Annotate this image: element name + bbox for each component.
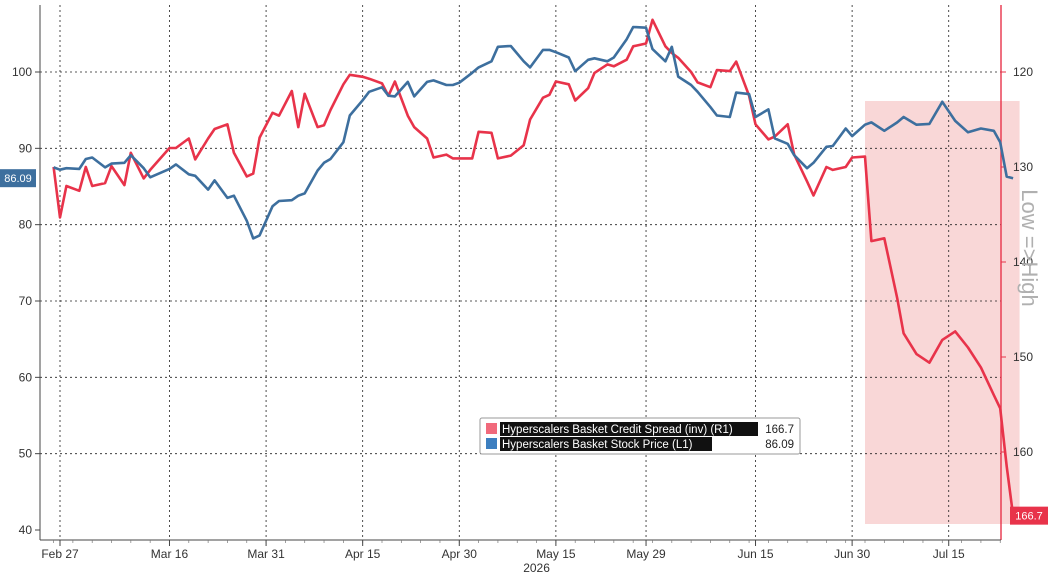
stock-last-value-tag	[0, 169, 36, 188]
x-tick-label: May 15	[536, 547, 576, 561]
x-tick-label: Jun 15	[738, 547, 774, 561]
highlight-region-layer	[865, 101, 1020, 524]
legend-label: Hyperscalers Basket Credit Spread (inv) …	[502, 424, 733, 436]
left-tick-label: 40	[19, 523, 33, 537]
axes-layer	[35, 5, 1006, 546]
x-year-label: 2026	[523, 561, 550, 575]
legend-label: Hyperscalers Basket Stock Price (L1)	[502, 439, 693, 451]
x-tick-label: Apr 15	[345, 547, 381, 561]
credit-last-value-label: 166.7	[1015, 511, 1043, 523]
x-tick-label: Mar 16	[151, 547, 189, 561]
left-tick-label: 100	[12, 65, 32, 79]
credit-spread-line	[52, 18, 1015, 516]
x-tick-label: Apr 30	[442, 547, 478, 561]
right-tick-label: 120	[1013, 65, 1033, 79]
legend-swatch	[486, 438, 497, 449]
left-tick-label: 90	[19, 141, 33, 155]
right-tick-label: 130	[1013, 160, 1033, 174]
highlight-region	[865, 101, 1020, 524]
left-tick-label: 60	[19, 370, 33, 384]
grid-layer	[40, 5, 1001, 540]
x-tick-label: Jun 30	[834, 547, 870, 561]
legend-value: 86.09	[765, 439, 794, 451]
right-axis-title: Low =>High	[1017, 189, 1042, 306]
legend-swatch	[486, 423, 497, 434]
right-tick-label: 140	[1013, 255, 1033, 269]
x-tick-label: Mar 31	[247, 547, 285, 561]
left-tick-label: 50	[19, 447, 33, 461]
right-tick-label: 150	[1013, 350, 1033, 364]
credit-last-value-tag	[1010, 506, 1048, 525]
x-tick-label: Feb 27	[41, 547, 79, 561]
x-tick-label: Jul 15	[933, 547, 965, 561]
right-tick-label: 160	[1013, 445, 1033, 459]
legend-label-bg	[500, 422, 758, 436]
left-tick-label: 70	[19, 294, 33, 308]
left-tick-label: 80	[19, 218, 33, 232]
legend-layer: Hyperscalers Basket Credit Spread (inv) …	[479, 417, 801, 455]
legend-value: 166.7	[765, 424, 794, 436]
stock-price-line	[53, 25, 1014, 240]
series-layer	[52, 18, 1015, 516]
tick-label-layer: 40 50 60 70 80 90 100 120 130 140 150 160 Feb 27 Mar …	[0, 65, 1048, 575]
x-tick-label: May 29	[626, 547, 666, 561]
legend-label-bg	[500, 437, 712, 451]
stock-last-value-label: 86.09	[4, 173, 32, 185]
